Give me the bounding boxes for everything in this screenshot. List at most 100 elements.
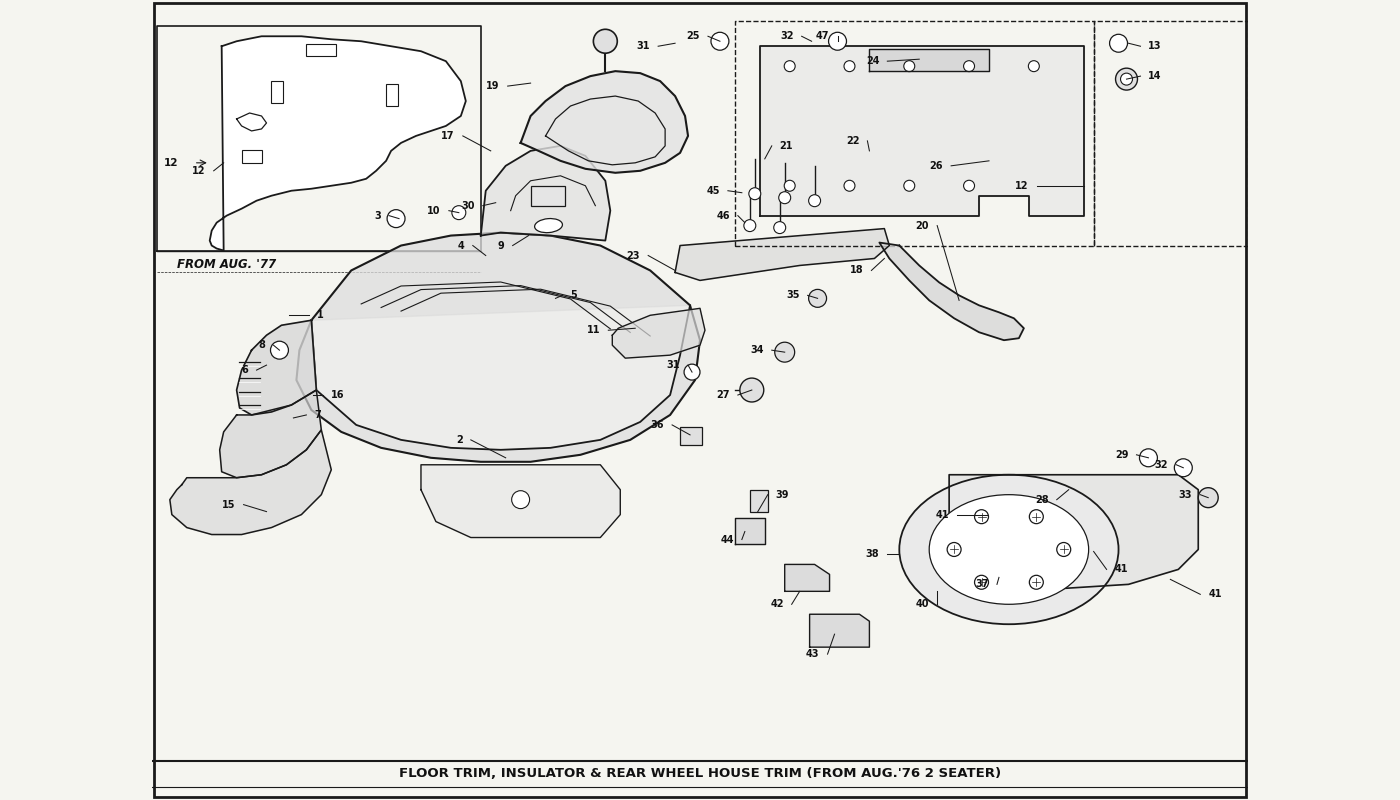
- Text: 41: 41: [1114, 565, 1128, 574]
- Text: 28: 28: [1035, 494, 1049, 505]
- Text: 23: 23: [627, 250, 640, 261]
- Polygon shape: [949, 474, 1198, 590]
- Text: 33: 33: [1179, 490, 1193, 500]
- Text: 37: 37: [976, 579, 988, 590]
- Circle shape: [963, 180, 974, 191]
- Polygon shape: [612, 308, 706, 358]
- Circle shape: [511, 490, 529, 509]
- Circle shape: [1140, 449, 1158, 466]
- Text: 41: 41: [1208, 590, 1222, 599]
- Circle shape: [1110, 34, 1127, 52]
- Circle shape: [1198, 488, 1218, 508]
- Circle shape: [711, 32, 729, 50]
- Text: 34: 34: [750, 345, 764, 355]
- Text: 32: 32: [780, 31, 794, 42]
- Polygon shape: [421, 465, 620, 538]
- Text: 16: 16: [332, 390, 344, 400]
- Text: 20: 20: [916, 221, 930, 230]
- Text: 13: 13: [1148, 42, 1162, 51]
- Text: 31: 31: [637, 42, 650, 51]
- Circle shape: [739, 378, 764, 402]
- Polygon shape: [760, 46, 1084, 216]
- Circle shape: [774, 342, 795, 362]
- Text: 3: 3: [374, 210, 381, 221]
- Text: 45: 45: [707, 186, 720, 196]
- Circle shape: [974, 510, 988, 524]
- Polygon shape: [480, 146, 610, 241]
- Polygon shape: [169, 430, 332, 534]
- Polygon shape: [220, 390, 322, 478]
- Text: FLOOR TRIM, INSULATOR & REAR WHEEL HOUSE TRIM (FROM AUG.'76 2 SEATER): FLOOR TRIM, INSULATOR & REAR WHEEL HOUSE…: [399, 767, 1001, 780]
- Text: 7: 7: [315, 410, 321, 420]
- Text: 4: 4: [458, 241, 465, 250]
- Text: 29: 29: [1114, 450, 1128, 460]
- Ellipse shape: [535, 218, 563, 233]
- Text: 36: 36: [651, 420, 664, 430]
- Circle shape: [452, 206, 466, 220]
- Circle shape: [948, 542, 960, 557]
- Text: 9: 9: [498, 241, 504, 250]
- Bar: [307, 44, 336, 56]
- Circle shape: [743, 220, 756, 231]
- Circle shape: [270, 342, 288, 359]
- Text: 2: 2: [456, 435, 463, 445]
- Text: 24: 24: [865, 56, 879, 66]
- Text: 15: 15: [223, 500, 235, 510]
- Text: 19: 19: [486, 81, 500, 91]
- Text: 32: 32: [1155, 460, 1169, 470]
- Text: 41: 41: [935, 510, 949, 520]
- Circle shape: [784, 180, 795, 191]
- Polygon shape: [879, 242, 1023, 340]
- Circle shape: [774, 222, 785, 234]
- Bar: [531, 186, 566, 206]
- Text: 21: 21: [780, 141, 794, 151]
- Circle shape: [1029, 510, 1043, 524]
- Text: 22: 22: [846, 136, 860, 146]
- Text: 1: 1: [318, 310, 323, 320]
- Circle shape: [1116, 68, 1137, 90]
- Circle shape: [844, 61, 855, 72]
- Circle shape: [749, 188, 760, 200]
- Circle shape: [904, 61, 914, 72]
- Circle shape: [1057, 542, 1071, 557]
- Circle shape: [1175, 458, 1193, 477]
- Circle shape: [685, 364, 700, 380]
- Circle shape: [904, 180, 914, 191]
- Text: 30: 30: [461, 201, 475, 210]
- Text: FROM AUG. '77: FROM AUG. '77: [176, 258, 276, 271]
- Circle shape: [1120, 73, 1133, 85]
- Circle shape: [784, 61, 795, 72]
- Text: 31: 31: [666, 360, 680, 370]
- Polygon shape: [297, 233, 700, 462]
- Text: 12: 12: [1015, 181, 1029, 190]
- Text: 43: 43: [806, 649, 819, 659]
- Text: 46: 46: [717, 210, 729, 221]
- Text: 12: 12: [164, 158, 178, 168]
- Text: 12: 12: [192, 166, 206, 176]
- Circle shape: [809, 194, 820, 206]
- Circle shape: [844, 180, 855, 191]
- Circle shape: [1029, 61, 1039, 72]
- Polygon shape: [809, 614, 869, 647]
- Bar: [242, 150, 262, 163]
- Text: 26: 26: [930, 161, 944, 171]
- Circle shape: [974, 575, 988, 590]
- Text: 27: 27: [717, 390, 729, 400]
- Bar: [750, 490, 767, 512]
- Polygon shape: [521, 71, 687, 173]
- Text: 44: 44: [721, 534, 734, 545]
- Text: 14: 14: [1148, 71, 1162, 81]
- Polygon shape: [735, 518, 764, 545]
- Polygon shape: [675, 229, 889, 281]
- Text: 25: 25: [686, 31, 700, 42]
- Circle shape: [778, 192, 791, 204]
- Bar: [272, 81, 283, 103]
- Circle shape: [594, 30, 617, 54]
- Polygon shape: [237, 320, 316, 415]
- Text: 11: 11: [587, 326, 601, 335]
- Text: 17: 17: [441, 131, 455, 141]
- Bar: [680, 427, 701, 445]
- Circle shape: [809, 290, 826, 307]
- Circle shape: [829, 32, 847, 50]
- Text: 42: 42: [770, 599, 784, 610]
